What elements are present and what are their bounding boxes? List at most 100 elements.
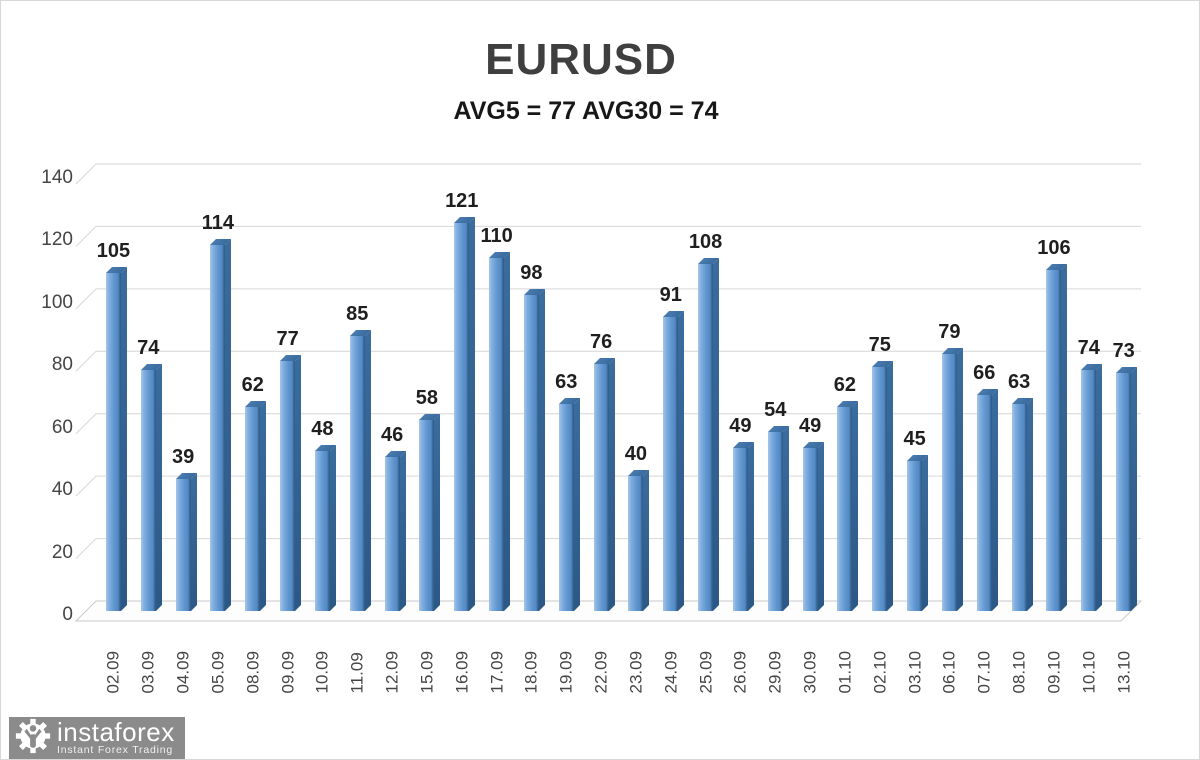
bar-value-label: 91 bbox=[659, 283, 682, 306]
bar bbox=[558, 404, 574, 611]
gridline bbox=[75, 163, 1141, 185]
gridline bbox=[75, 288, 1141, 310]
x-tick-label: 08.10 bbox=[1009, 650, 1029, 694]
x-tick-label: 19.09 bbox=[556, 650, 576, 694]
x-tick-label: 10.10 bbox=[1079, 650, 1099, 694]
bar-value-label: 48 bbox=[311, 418, 334, 441]
bar-side-face bbox=[190, 473, 197, 611]
y-tick-label: 0 bbox=[62, 604, 73, 625]
x-tick-label: 18.09 bbox=[521, 650, 541, 694]
bar bbox=[1046, 270, 1062, 611]
bar-side-face bbox=[922, 454, 929, 611]
bar bbox=[628, 476, 644, 611]
x-tick-label: 22.09 bbox=[591, 650, 611, 694]
x-tick-label: 16.09 bbox=[452, 650, 472, 694]
bar bbox=[1081, 370, 1097, 611]
bar bbox=[907, 460, 923, 611]
watermark-tagline: Instant Forex Trading bbox=[57, 744, 174, 756]
bar bbox=[105, 273, 121, 611]
x-tick-label: 03.09 bbox=[138, 650, 158, 694]
bar bbox=[802, 448, 818, 611]
bar bbox=[1011, 404, 1027, 611]
bar bbox=[210, 245, 226, 611]
x-tick-label: 02.09 bbox=[103, 650, 123, 694]
bar-value-label: 121 bbox=[445, 190, 479, 213]
chart-subtitle: AVG5 = 77 AVG30 = 74 bbox=[453, 97, 719, 125]
bar-value-label: 49 bbox=[729, 415, 752, 438]
bar-value-label: 73 bbox=[1112, 340, 1135, 363]
gridline bbox=[75, 538, 1141, 559]
bar-value-label: 63 bbox=[555, 371, 578, 394]
bar bbox=[698, 263, 714, 611]
x-tick-label: 09.09 bbox=[278, 650, 298, 694]
bar-side-face bbox=[956, 348, 963, 611]
bar-side-face bbox=[1061, 264, 1068, 611]
x-tick-label: 10.09 bbox=[312, 650, 332, 694]
x-tick-label: 03.10 bbox=[905, 650, 925, 694]
bar bbox=[454, 223, 470, 611]
x-tick-label: 02.10 bbox=[870, 650, 890, 694]
gridline bbox=[75, 413, 1141, 435]
y-tick-label: 80 bbox=[51, 354, 73, 376]
x-tick-label: 30.09 bbox=[800, 650, 820, 694]
x-tick-label: 06.10 bbox=[939, 650, 959, 694]
bar-value-label: 62 bbox=[241, 374, 264, 397]
bar bbox=[872, 366, 888, 611]
x-tick-label: 17.09 bbox=[487, 650, 507, 694]
watermark-banner: instaforex Instant Forex Trading bbox=[9, 717, 185, 759]
x-tick-label: 15.09 bbox=[417, 650, 437, 694]
bar-value-label: 108 bbox=[688, 230, 723, 253]
y-tick-label: 60 bbox=[51, 416, 73, 438]
bar bbox=[941, 354, 957, 611]
bar-value-label: 77 bbox=[276, 327, 299, 350]
x-tick-label: 24.09 bbox=[661, 650, 681, 694]
bar-value-label: 62 bbox=[833, 374, 857, 397]
bar bbox=[837, 407, 853, 611]
gridline bbox=[75, 350, 1141, 372]
bar-side-face bbox=[329, 445, 336, 611]
bar-side-face bbox=[434, 413, 441, 611]
bar-side-face bbox=[991, 388, 998, 611]
bar bbox=[976, 394, 992, 611]
bar-side-face bbox=[643, 470, 650, 611]
bar bbox=[419, 419, 435, 611]
y-tick-label: 120 bbox=[41, 229, 73, 251]
bar-value-label: 49 bbox=[798, 415, 822, 438]
x-tick-label: 08.09 bbox=[243, 650, 263, 694]
bar-side-face bbox=[678, 310, 685, 611]
bar-value-label: 76 bbox=[589, 330, 613, 353]
bar-side-face bbox=[573, 398, 580, 611]
bar bbox=[1116, 373, 1132, 611]
bar bbox=[523, 295, 539, 611]
bar-value-label: 45 bbox=[903, 427, 926, 450]
y-tick-label: 140 bbox=[41, 167, 73, 188]
bar-side-face bbox=[608, 357, 615, 611]
bar bbox=[593, 363, 609, 611]
bar-side-face bbox=[295, 354, 302, 611]
y-tick-label: 20 bbox=[51, 541, 73, 563]
bar-side-face bbox=[817, 442, 824, 611]
y-tick-label: 40 bbox=[51, 479, 73, 501]
bar-side-face bbox=[225, 239, 232, 611]
x-tick-label: 23.09 bbox=[626, 650, 646, 694]
bar-value-label: 106 bbox=[1037, 237, 1071, 260]
bar-side-face bbox=[120, 267, 127, 611]
bar-value-label: 98 bbox=[520, 262, 543, 285]
bar-side-face bbox=[399, 451, 406, 611]
x-tick-label: 12.09 bbox=[382, 650, 402, 694]
bar-side-face bbox=[504, 251, 511, 611]
bar bbox=[349, 335, 365, 611]
x-tick-label: 04.09 bbox=[173, 650, 193, 694]
bar bbox=[245, 407, 261, 611]
x-tick-label: 11.09 bbox=[347, 652, 367, 694]
bar-value-label: 54 bbox=[764, 399, 787, 422]
bar-side-face bbox=[782, 426, 789, 611]
bar bbox=[314, 451, 330, 611]
bar-side-face bbox=[469, 217, 476, 611]
bar-value-label: 110 bbox=[480, 224, 513, 247]
bar-side-face bbox=[1131, 367, 1138, 611]
bar bbox=[767, 432, 783, 611]
instaforex-gear-logo-icon bbox=[15, 718, 51, 759]
